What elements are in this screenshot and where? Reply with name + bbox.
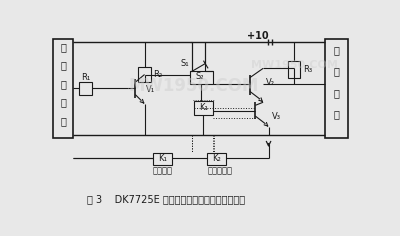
- Text: R₂: R₂: [153, 70, 162, 79]
- Text: 电: 电: [334, 88, 340, 98]
- Text: MW1950.COM: MW1950.COM: [251, 60, 338, 70]
- Bar: [325, 39, 348, 138]
- Bar: [153, 153, 172, 165]
- Bar: [190, 71, 213, 84]
- Text: 放: 放: [334, 67, 340, 76]
- Bar: [138, 67, 151, 82]
- Bar: [207, 153, 226, 165]
- Bar: [194, 101, 213, 114]
- Text: V₂: V₂: [266, 78, 275, 87]
- Text: R₃: R₃: [303, 65, 312, 74]
- Bar: [288, 61, 300, 78]
- Text: V₁: V₁: [146, 85, 155, 94]
- Text: 振: 振: [60, 79, 66, 89]
- Text: 谐: 谐: [60, 60, 66, 70]
- Text: K₁: K₁: [199, 103, 208, 112]
- Text: 多: 多: [60, 42, 66, 52]
- Text: 功: 功: [334, 45, 340, 55]
- Text: S₂: S₂: [195, 72, 204, 81]
- Bar: [80, 82, 92, 95]
- Bar: [53, 39, 73, 138]
- Text: K₂: K₂: [212, 154, 221, 163]
- Text: S₁: S₁: [181, 59, 190, 68]
- Text: MW1950.COM: MW1950.COM: [128, 77, 258, 95]
- Text: 荡: 荡: [60, 97, 66, 107]
- Text: 换向信号: 换向信号: [152, 166, 172, 175]
- Text: K₁: K₁: [158, 154, 167, 163]
- Text: R₁: R₁: [81, 73, 90, 82]
- Text: 开脉冲信号: 开脉冲信号: [208, 166, 233, 175]
- Text: 器: 器: [60, 116, 66, 126]
- Text: V₃: V₃: [272, 112, 281, 121]
- Text: 图 3    DK7725E 电火花线切割机床脉冲电源电路: 图 3 DK7725E 电火花线切割机床脉冲电源电路: [87, 194, 245, 204]
- Text: +10: +10: [247, 31, 268, 41]
- Text: 路: 路: [334, 110, 340, 120]
